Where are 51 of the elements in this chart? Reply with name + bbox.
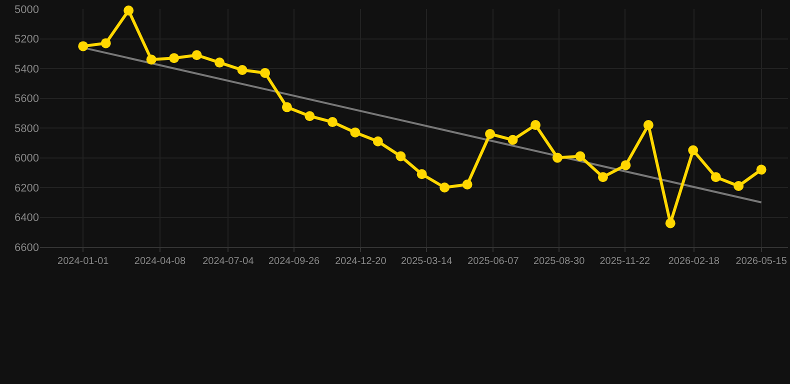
point xyxy=(169,53,180,64)
x-tick-label: 2024-04-08 xyxy=(134,256,186,267)
point xyxy=(237,64,248,75)
point xyxy=(462,180,472,190)
point xyxy=(372,136,383,146)
y-tick-label: 5200 xyxy=(14,34,39,46)
point xyxy=(327,117,338,128)
point xyxy=(440,182,450,192)
y-tick-label: 6200 xyxy=(14,182,39,194)
point xyxy=(552,152,562,163)
point xyxy=(710,172,721,182)
y-tick-label: 5000 xyxy=(14,4,39,16)
x-tick-label: 2024-07-04 xyxy=(202,256,254,267)
point xyxy=(416,169,427,180)
point xyxy=(643,120,654,130)
point xyxy=(485,128,496,139)
y-tick-label: 6600 xyxy=(14,242,39,254)
y-tick-label: 6000 xyxy=(14,152,39,165)
point xyxy=(260,68,270,78)
point xyxy=(734,181,744,192)
x-tick-label: 2026-05-15 xyxy=(736,256,788,267)
point xyxy=(146,54,156,65)
x-tick-label: 2024-01-01 xyxy=(58,256,110,267)
point xyxy=(304,111,315,122)
y-tick-label: 5400 xyxy=(14,63,39,76)
point xyxy=(396,151,406,162)
x-tick-label: 2025-03-14 xyxy=(400,256,453,267)
point xyxy=(192,50,202,60)
x-tick-label: 2025-11-22 xyxy=(600,256,651,267)
point xyxy=(756,164,766,175)
y-tick-label: 5800 xyxy=(14,122,39,135)
y-tick-label: 5600 xyxy=(14,93,39,106)
point xyxy=(508,134,518,145)
x-tick-label: 2024-09-26 xyxy=(268,256,320,267)
y-tick-label: 6400 xyxy=(14,212,39,224)
point xyxy=(214,58,225,68)
point xyxy=(665,218,676,228)
x-tick-label: 2025-08-30 xyxy=(533,256,586,267)
point xyxy=(530,120,541,130)
point xyxy=(100,38,111,48)
point xyxy=(282,102,292,112)
x-tick-label: 2024-12-20 xyxy=(335,256,387,267)
point xyxy=(620,160,631,170)
point xyxy=(78,41,88,52)
point xyxy=(350,127,360,138)
x-tick-label: 2025-06-07 xyxy=(468,256,520,267)
point xyxy=(598,172,608,182)
x-tick-label: 2026-02-18 xyxy=(668,256,720,267)
point xyxy=(124,5,134,16)
point xyxy=(688,145,698,156)
point xyxy=(575,151,586,162)
